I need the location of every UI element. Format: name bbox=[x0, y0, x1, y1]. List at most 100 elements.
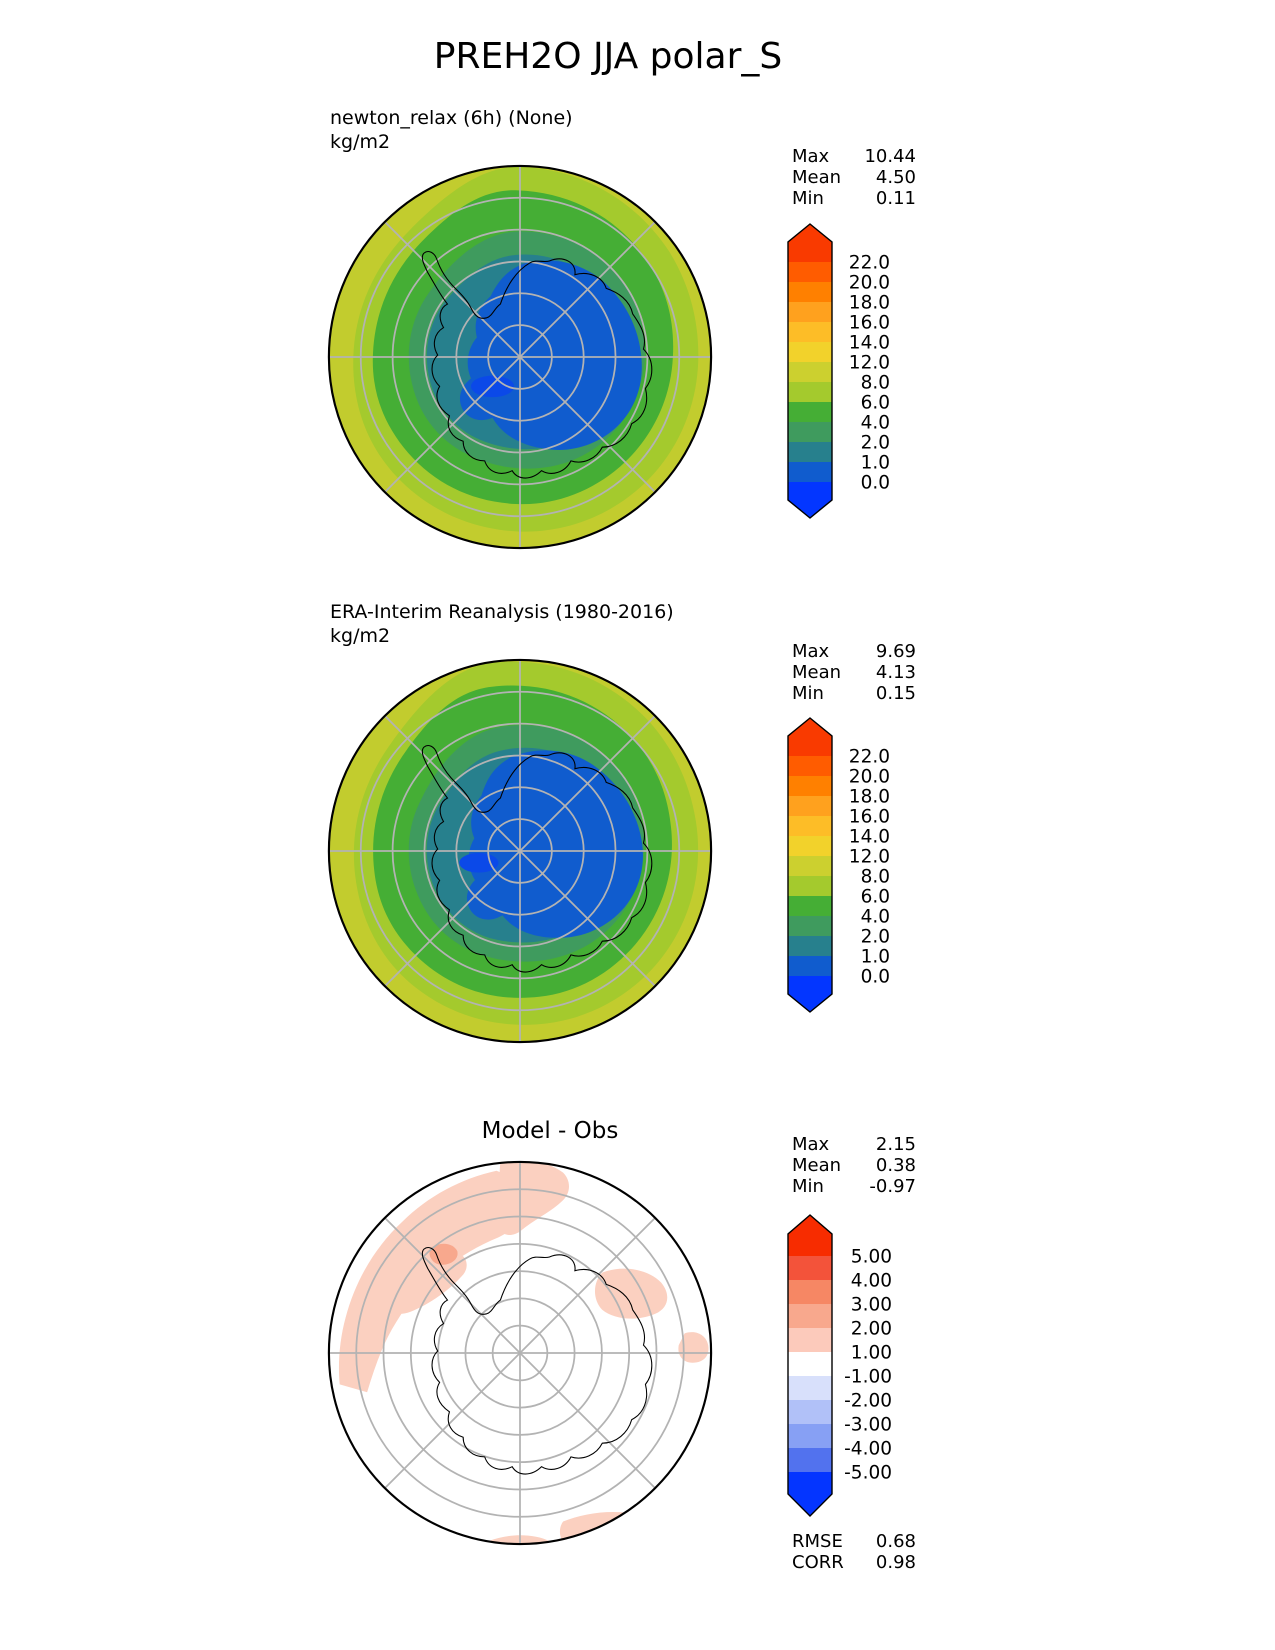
colorbar-tick-label: 18.0 bbox=[849, 787, 890, 808]
colorbar-segment bbox=[788, 402, 832, 422]
colorbar-model: 22.020.018.016.014.012.08.06.04.02.01.00… bbox=[787, 223, 890, 519]
colorbar-under-cap bbox=[788, 1472, 832, 1516]
stat-label: Max bbox=[792, 1134, 830, 1155]
colorbar-tick-label: 1.0 bbox=[861, 947, 890, 968]
colorbar-tick-label: 8.0 bbox=[861, 867, 890, 888]
colorbar-outline bbox=[787, 1214, 833, 1517]
colorbar-segment bbox=[788, 1448, 832, 1472]
panel1-label-block: newton_relax (6h) (None) kg/m2 bbox=[330, 106, 573, 154]
stat-value: 2.15 bbox=[875, 1134, 916, 1155]
colorbar-tick-label: -3.00 bbox=[844, 1415, 892, 1436]
contour-low-patch bbox=[459, 852, 499, 873]
colorbar-over-cap bbox=[788, 718, 832, 756]
colorbar-diff: 5.00 4.00 3.00 2.00 1.00 -1.00 -2.00 -3.00 -4.00… bbox=[787, 1214, 892, 1517]
colorbar-tick-label: -5.00 bbox=[844, 1463, 892, 1484]
map-boundary bbox=[327, 658, 713, 1044]
colorbar-tick-label: 12.0 bbox=[849, 353, 890, 374]
colorbar-segment bbox=[788, 262, 832, 282]
colorbar-tick-label: 18.0 bbox=[849, 293, 890, 314]
colorbar-over-cap bbox=[788, 1215, 832, 1256]
colorbar-tick-label: 2.0 bbox=[861, 927, 890, 948]
anomaly-patch-east bbox=[678, 1332, 709, 1363]
colorbar-under-cap bbox=[788, 482, 832, 518]
colorbar-tick-label: 1.00 bbox=[851, 1343, 892, 1364]
colorbar-over-cap bbox=[788, 224, 832, 262]
colorbar-tick-label: 8.0 bbox=[861, 373, 890, 394]
colorbar-segment bbox=[788, 956, 832, 976]
colorbar-tick-label: 4.00 bbox=[851, 1271, 892, 1292]
colorbar-tick-label: 22.0 bbox=[849, 747, 890, 768]
colorbar-segment bbox=[788, 796, 832, 816]
metric-value: 0.68 bbox=[875, 1531, 916, 1552]
colorbar-segment bbox=[788, 836, 832, 856]
figure-title: PREH2O JJA polar_S bbox=[433, 36, 783, 77]
colorbar-segment bbox=[788, 422, 832, 442]
stat-label: Min bbox=[792, 1176, 824, 1197]
graticule bbox=[328, 1161, 712, 1545]
panel2-dataset-label: ERA-Interim Reanalysis (1980-2016) bbox=[330, 601, 674, 623]
colorbar-tick-label: 16.0 bbox=[849, 807, 890, 828]
colorbar-outline bbox=[787, 223, 833, 519]
map-boundary bbox=[327, 164, 713, 550]
stat-value: 10.44 bbox=[864, 146, 916, 167]
colorbar-segment bbox=[788, 756, 832, 776]
colorbar-tick-label: 6.0 bbox=[861, 393, 890, 414]
colorbar-segment bbox=[788, 1352, 832, 1376]
stat-label: Max bbox=[792, 641, 830, 662]
colorbar-segment bbox=[788, 856, 832, 876]
colorbar-tick-label: 16.0 bbox=[849, 313, 890, 334]
colorbar-segment bbox=[788, 1400, 832, 1424]
colorbar-segment bbox=[788, 1280, 832, 1304]
colorbar-tick-label: 3.00 bbox=[851, 1295, 892, 1316]
colorbar-tick-label: 5.00 bbox=[851, 1247, 892, 1268]
graticule bbox=[328, 165, 712, 549]
colorbar-segment bbox=[788, 1256, 832, 1280]
stat-value: 4.50 bbox=[875, 167, 916, 188]
metric-label: RMSE bbox=[792, 1531, 843, 1552]
stat-value: 0.38 bbox=[875, 1155, 916, 1176]
stats-block-model: Max 10.44 Mean 4.50 Min 0.11 bbox=[792, 146, 916, 209]
stat-value: 0.11 bbox=[875, 188, 916, 209]
contour-low-patch bbox=[471, 375, 515, 398]
colorbar-segment bbox=[788, 876, 832, 896]
colorbar-under-cap bbox=[788, 976, 832, 1012]
colorbar-tick-label: 22.0 bbox=[849, 253, 890, 274]
graticule bbox=[328, 659, 712, 1043]
metric-value: 0.98 bbox=[875, 1552, 916, 1573]
colorbar-tick-label: 20.0 bbox=[849, 767, 890, 788]
colorbar-segment bbox=[788, 936, 832, 956]
colorbar-segment bbox=[788, 302, 832, 322]
map-obs-polar bbox=[327, 658, 713, 1044]
colorbar-tick-label: 2.00 bbox=[851, 1319, 892, 1340]
colorbar-segment bbox=[788, 342, 832, 362]
colorbar-segment bbox=[788, 1424, 832, 1448]
colorbar-segment bbox=[788, 1376, 832, 1400]
map-diff-polar bbox=[327, 1160, 713, 1546]
colorbar-tick-label: 2.0 bbox=[861, 433, 890, 454]
colorbar-segment bbox=[788, 916, 832, 936]
stat-value: 0.15 bbox=[875, 683, 916, 704]
anomaly-patch-nw-strong bbox=[429, 1243, 458, 1265]
stat-value: 4.13 bbox=[875, 662, 916, 683]
panel2-units-label: kg/m2 bbox=[330, 625, 391, 647]
panel3-title: Model - Obs bbox=[481, 1118, 619, 1144]
colorbar-segment bbox=[788, 896, 832, 916]
anomaly-patch-nw-lobe bbox=[381, 1252, 467, 1314]
colorbar-tick-label: -4.00 bbox=[844, 1439, 892, 1460]
colorbar-tick-label: 20.0 bbox=[849, 273, 890, 294]
colorbar-segment bbox=[788, 776, 832, 796]
stat-label: Mean bbox=[792, 167, 842, 188]
colorbar-tick-label: 12.0 bbox=[849, 847, 890, 868]
colorbar-segment bbox=[788, 462, 832, 482]
stats-block-obs: Max 9.69 Mean 4.13 Min 0.15 bbox=[792, 641, 916, 704]
stat-value: 9.69 bbox=[875, 641, 916, 662]
panel2-label-block: ERA-Interim Reanalysis (1980-2016) kg/m2 bbox=[330, 600, 674, 648]
colorbar-segment bbox=[788, 362, 832, 382]
colorbar-tick-label: 1.0 bbox=[861, 453, 890, 474]
colorbar-segment bbox=[788, 1328, 832, 1352]
colorbar-tick-label: -2.00 bbox=[844, 1391, 892, 1412]
metrics-block: RMSE 0.68 CORR 0.98 bbox=[792, 1531, 916, 1573]
stats-block-diff: Max 2.15 Mean 0.38 Min -0.97 bbox=[792, 1134, 916, 1197]
map-model-polar bbox=[327, 164, 713, 550]
